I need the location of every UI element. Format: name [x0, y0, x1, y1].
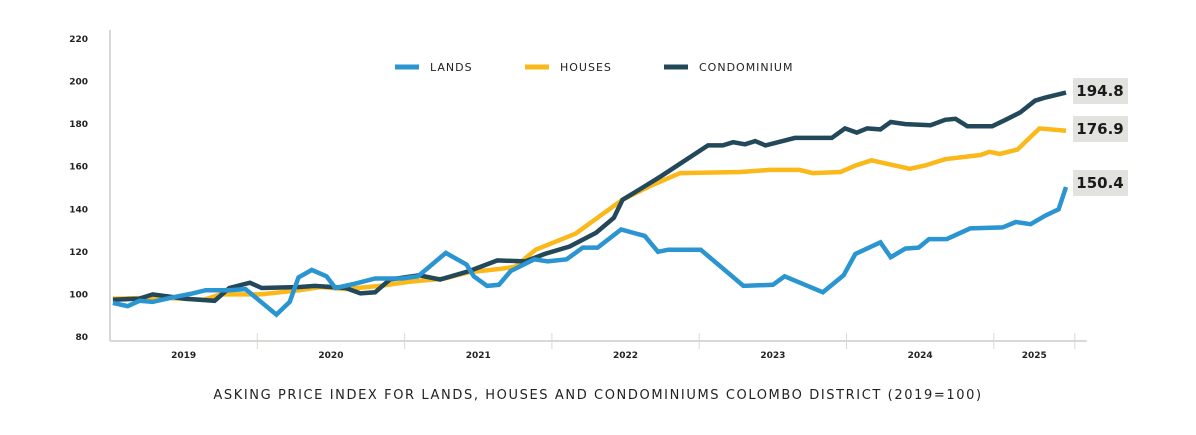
- y-tick-label: 80: [75, 333, 88, 343]
- chart-title: ASKING PRICE INDEX FOR LANDS, HOUSES AND…: [213, 388, 983, 403]
- legend-label: CONDOMINIUM: [699, 61, 793, 74]
- x-tick-label: 2021: [466, 351, 491, 361]
- series-line-houses: [112, 126, 1067, 302]
- y-tick-label: 140: [69, 205, 88, 215]
- end-label-value: 176.9: [1076, 120, 1123, 138]
- series-lines: [112, 90, 1069, 318]
- end-label-houses: 176.9: [1073, 116, 1128, 142]
- end-label-lands: 150.4: [1073, 170, 1128, 196]
- end-label-value: 150.4: [1076, 174, 1123, 192]
- y-tick-label: 220: [69, 35, 88, 45]
- end-label-value: 194.8: [1076, 82, 1123, 100]
- x-tick-label: 2020: [318, 351, 343, 361]
- line-chart: 80 100 120 140 160 180 200 220 2019 2020 2021 2022…: [69, 30, 1128, 361]
- x-axis-ticks: 2019 2020 2021 2022 2023 2024 2025: [171, 333, 1076, 361]
- x-tick-label: 2025: [1022, 351, 1047, 361]
- legend: LANDS HOUSES CONDOMINIUM: [395, 61, 793, 74]
- x-tick-label: 2024: [908, 351, 933, 361]
- y-tick-label: 120: [69, 248, 88, 258]
- x-tick-label: 2019: [171, 351, 196, 361]
- end-label-box: [1073, 78, 1128, 104]
- legend-item-houses: HOUSES: [525, 61, 612, 74]
- y-tick-label: 100: [69, 290, 88, 300]
- x-tick-label: 2022: [613, 351, 638, 361]
- legend-label: LANDS: [430, 61, 473, 74]
- legend-label: HOUSES: [560, 61, 612, 74]
- y-tick-label: 200: [69, 78, 88, 88]
- y-axis-ticks: 80 100 120 140 160 180 200 220: [69, 35, 88, 343]
- y-tick-label: 180: [69, 120, 88, 130]
- series-line-condominium: [112, 90, 1067, 304]
- end-label-condominium: 194.8: [1073, 78, 1128, 104]
- legend-item-lands: LANDS: [395, 61, 473, 74]
- end-label-box: [1073, 170, 1128, 196]
- y-tick-label: 160: [69, 163, 88, 173]
- legend-item-condominium: CONDOMINIUM: [664, 61, 793, 74]
- x-tick-label: 2023: [760, 351, 785, 361]
- end-labels: 150.4 176.9 194.8: [1073, 78, 1128, 196]
- axes: [109, 30, 1087, 342]
- series-line-lands: [112, 186, 1069, 318]
- end-label-box: [1073, 116, 1128, 142]
